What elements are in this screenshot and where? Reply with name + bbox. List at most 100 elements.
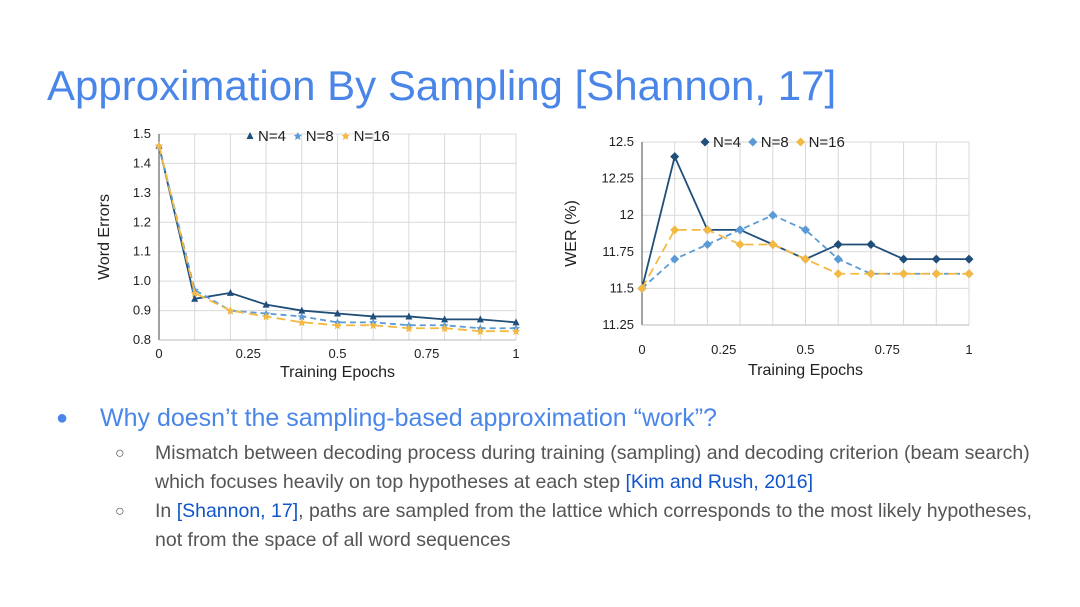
data-point — [801, 254, 810, 264]
legend-marker — [796, 137, 806, 147]
y-tick-label: 11.5 — [610, 280, 634, 295]
data-point — [297, 312, 306, 321]
legend-label: N=8 — [306, 128, 334, 145]
bullet-marker: ● — [56, 407, 69, 429]
data-point — [298, 306, 306, 314]
y-tick-label: 1.1 — [133, 244, 151, 259]
x-tick-label: 0.5 — [328, 346, 346, 361]
legend-marker — [246, 132, 254, 139]
sub-bullet-prefix: In — [155, 500, 177, 522]
x-tick-label: 0.25 — [236, 346, 261, 361]
data-point — [866, 239, 876, 249]
data-point — [262, 300, 270, 308]
data-point — [476, 315, 484, 323]
sub-bullet-text: Mismatch between decoding process during… — [155, 442, 1030, 493]
slide-title: Approximation By Sampling [Shannon, 17] — [47, 62, 837, 109]
x-tick-label: 0 — [638, 342, 645, 357]
data-point — [262, 312, 271, 321]
data-point — [670, 152, 680, 162]
y-tick-label: 1.4 — [133, 155, 151, 170]
x-tick-label: 0.75 — [875, 342, 900, 357]
y-axis-label: WER (%) — [563, 200, 580, 267]
y-axis-label: Word Errors — [96, 194, 113, 280]
word-errors-chart: 0.8 0.9 1.0 1.1 1.2 1.3 1.4 1.5 0 0.25 0.5 0.75 1 Tra… — [96, 126, 520, 381]
data-point — [512, 318, 520, 326]
data-point — [405, 312, 413, 320]
legend-marker — [341, 132, 350, 140]
data-point — [670, 225, 680, 235]
data-point — [702, 225, 712, 235]
data-point — [735, 239, 745, 249]
data-point — [404, 324, 413, 333]
data-point — [931, 254, 941, 264]
main-bullet-text: Why doesn’t the sampling-based approxima… — [100, 404, 717, 432]
data-point — [334, 309, 341, 317]
legend-label: N=16 — [354, 128, 390, 145]
data-point — [670, 254, 680, 264]
y-tick-label: 1.3 — [133, 185, 151, 200]
data-point — [801, 225, 810, 235]
data-point — [931, 269, 941, 279]
data-point — [768, 239, 778, 249]
legend-marker — [700, 137, 710, 147]
x-tick-label: 0.75 — [414, 346, 439, 361]
data-point — [833, 269, 843, 279]
y-tick-label: 1.2 — [133, 214, 151, 229]
data-point — [899, 269, 909, 279]
sub-bullet-text: , paths are sampled from the lattice whi… — [155, 500, 1032, 551]
sub-bullet-marker: ○ — [115, 503, 125, 520]
data-point — [191, 294, 199, 302]
data-point — [369, 312, 377, 320]
data-point — [702, 239, 712, 249]
data-point — [297, 318, 306, 327]
sub-bullet-marker: ○ — [115, 445, 125, 462]
sub-bullet-mismatch: ○ Mismatch between decoding process duri… — [115, 439, 1045, 497]
data-point — [476, 327, 485, 336]
data-point — [190, 288, 199, 297]
x-tick-label: 1 — [512, 346, 519, 361]
data-point — [226, 288, 234, 296]
y-tick-label: 12.5 — [609, 134, 634, 149]
data-point — [833, 239, 843, 249]
y-tick-label: 0.8 — [133, 332, 151, 347]
data-point — [833, 254, 843, 264]
y-tick-label: 11.25 — [602, 317, 634, 332]
y-tick-label: 1.5 — [133, 126, 151, 141]
data-point — [441, 315, 449, 323]
x-axis-label: Training Epochs — [748, 362, 863, 379]
legend-label: N=4 — [258, 128, 286, 145]
data-point — [369, 321, 378, 330]
data-point — [964, 254, 974, 264]
y-tick-label: 12.25 — [601, 171, 634, 186]
x-tick-label: 0.5 — [796, 342, 814, 357]
data-point — [333, 321, 342, 330]
sub-bullet-lattice: ○ In [Shannon, 17], paths are sampled fr… — [115, 497, 1045, 555]
y-tick-label: 11.75 — [602, 244, 634, 259]
x-tick-label: 1 — [965, 342, 972, 357]
data-point — [637, 283, 647, 293]
y-tick-label: 12 — [620, 207, 634, 222]
main-bullet: ● Why doesn’t the sampling-based approxim… — [56, 404, 717, 433]
legend-marker — [293, 132, 302, 140]
data-point — [440, 324, 449, 333]
legend-label: N=4 — [713, 134, 741, 151]
citation-shannon[interactable]: [Shannon, 17] — [176, 500, 299, 522]
legend-label: N=8 — [761, 134, 789, 151]
data-point — [155, 141, 163, 150]
x-tick-label: 0 — [155, 346, 162, 361]
data-point — [866, 269, 876, 279]
legend-marker — [748, 137, 758, 147]
citation-kim-rush[interactable]: [Kim and Rush, 2016] — [625, 471, 813, 493]
data-point — [226, 306, 235, 315]
x-axis-label: Training Epochs — [280, 364, 395, 381]
data-point — [512, 327, 520, 336]
data-point — [899, 254, 909, 264]
legend-label: N=16 — [809, 134, 845, 151]
y-tick-label: 1.0 — [133, 273, 151, 288]
x-tick-label: 0.25 — [711, 342, 736, 357]
wer-chart: 11.25 11.5 11.75 12 12.25 12.5 0 0.25 0.5 0.75 1 Tr… — [563, 134, 974, 379]
data-point — [768, 210, 778, 220]
data-point — [964, 269, 974, 279]
y-tick-label: 0.9 — [133, 303, 151, 318]
data-point — [735, 225, 745, 235]
